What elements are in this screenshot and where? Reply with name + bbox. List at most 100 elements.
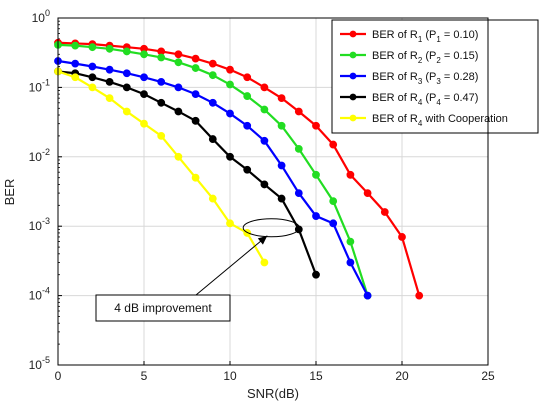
legend-label: BER of R2 (P2 = 0.15) bbox=[372, 50, 478, 65]
data-point bbox=[312, 170, 320, 179]
data-point bbox=[294, 144, 303, 153]
legend-entry: BER of R1 (P1 = 0.10) bbox=[340, 29, 478, 44]
annotation-arrow bbox=[195, 235, 268, 296]
legend-suffix: = 0.15) bbox=[441, 50, 479, 62]
legend-subscript: 3 bbox=[418, 77, 423, 86]
series-line bbox=[57, 43, 369, 296]
data-point bbox=[312, 121, 320, 130]
plot-frame bbox=[57, 17, 489, 366]
legend-entry: BER of R3 (P3 = 0.28) bbox=[340, 71, 478, 86]
legend-p-subscript: 3 bbox=[436, 77, 441, 86]
data-point bbox=[243, 165, 252, 174]
data-point bbox=[174, 50, 183, 59]
data-point bbox=[191, 54, 200, 63]
data-point bbox=[329, 197, 338, 205]
legend-entry: BER of R2 (P2 = 0.15) bbox=[340, 50, 478, 65]
data-point bbox=[105, 65, 114, 74]
data-point bbox=[260, 258, 269, 267]
series-4 bbox=[54, 67, 320, 279]
data-point bbox=[277, 194, 286, 203]
y-tick-base: 10 bbox=[29, 150, 43, 164]
data-point bbox=[157, 98, 166, 107]
data-point bbox=[294, 189, 303, 197]
legend-suffix: = 0.47) bbox=[441, 92, 479, 104]
data-point bbox=[312, 270, 320, 279]
legend-suffix: = 0.28) bbox=[441, 71, 479, 83]
x-tick-label: 15 bbox=[309, 369, 323, 383]
y-tick-base: 10 bbox=[29, 219, 43, 233]
data-point bbox=[174, 83, 183, 92]
data-point bbox=[88, 62, 97, 71]
data-point bbox=[140, 90, 148, 99]
y-tick-label: 10-3 bbox=[29, 216, 50, 233]
data-point bbox=[191, 64, 200, 72]
data-point bbox=[122, 47, 131, 56]
data-point bbox=[88, 43, 97, 52]
legend-entry: BER of R4 (P4 = 0.47) bbox=[340, 92, 478, 107]
data-point bbox=[208, 194, 217, 203]
data-point bbox=[157, 132, 166, 140]
data-point bbox=[277, 121, 286, 130]
data-point bbox=[363, 291, 372, 300]
legend: BER of R1 (P1 = 0.10)BER of R2 (P2 = 0.1… bbox=[331, 19, 539, 134]
annotation-box bbox=[95, 294, 231, 322]
legend-swatch-marker bbox=[349, 93, 357, 101]
legend-p-subscript: 2 bbox=[436, 56, 441, 65]
y-tick-exponent: -5 bbox=[42, 355, 50, 365]
x-tick-label: 5 bbox=[141, 369, 148, 383]
data-point bbox=[71, 59, 80, 68]
legend-mid: (P bbox=[422, 71, 436, 83]
data-point bbox=[191, 173, 200, 182]
legend-subscript: 4 bbox=[418, 98, 423, 107]
y-tick-base: 10 bbox=[29, 358, 43, 372]
data-point bbox=[105, 44, 114, 53]
series-line bbox=[57, 70, 318, 276]
data-point bbox=[260, 136, 269, 145]
annotation-ellipse bbox=[242, 218, 300, 238]
legend-swatch-marker bbox=[349, 114, 357, 122]
y-tick-label: 10-2 bbox=[29, 147, 50, 164]
y-tick-exponent: -4 bbox=[42, 286, 50, 296]
data-point bbox=[363, 189, 372, 197]
data-point bbox=[140, 50, 148, 59]
legend-prefix: BER of R bbox=[372, 29, 418, 41]
y-tick-label: 10-1 bbox=[29, 77, 50, 94]
y-tick-base: 10 bbox=[29, 80, 43, 94]
legend-p-subscript: 1 bbox=[436, 35, 441, 44]
legend-subscript: 2 bbox=[418, 56, 423, 65]
series-3 bbox=[54, 57, 372, 300]
legend-prefix: BER of R bbox=[372, 50, 418, 62]
annotation: 4 dB improvement bbox=[95, 218, 300, 322]
data-point bbox=[105, 94, 114, 103]
data-point bbox=[174, 152, 183, 161]
data-point bbox=[260, 83, 269, 92]
data-point bbox=[380, 208, 389, 216]
y-tick-base: 10 bbox=[32, 11, 46, 25]
y-tick-exponent: -3 bbox=[42, 216, 50, 226]
legend-prefix: BER of R bbox=[372, 113, 418, 125]
data-point bbox=[88, 73, 97, 82]
legend-mid: (P bbox=[422, 29, 436, 41]
data-point bbox=[122, 69, 131, 78]
legend-mid: (P bbox=[422, 50, 436, 62]
legend-mid: (P bbox=[422, 92, 436, 104]
y-tick-exponent: -2 bbox=[42, 147, 50, 157]
data-point bbox=[157, 78, 166, 86]
legend-box bbox=[331, 19, 539, 134]
series-2 bbox=[54, 40, 372, 300]
y-tick-label: 100 bbox=[32, 8, 50, 25]
data-point bbox=[208, 71, 217, 80]
series-5 bbox=[54, 67, 269, 267]
data-point bbox=[243, 92, 252, 100]
legend-mid: with Cooperation bbox=[422, 113, 508, 125]
data-point bbox=[260, 180, 269, 189]
y-axis-label: BER bbox=[2, 179, 17, 206]
legend-p-subscript: 4 bbox=[436, 98, 441, 107]
series-lines bbox=[54, 38, 424, 300]
data-point bbox=[346, 258, 355, 267]
data-point bbox=[329, 140, 338, 149]
legend-entry: BER of R4 with Cooperation bbox=[340, 113, 508, 128]
legend-subscript: 4 bbox=[418, 119, 423, 128]
